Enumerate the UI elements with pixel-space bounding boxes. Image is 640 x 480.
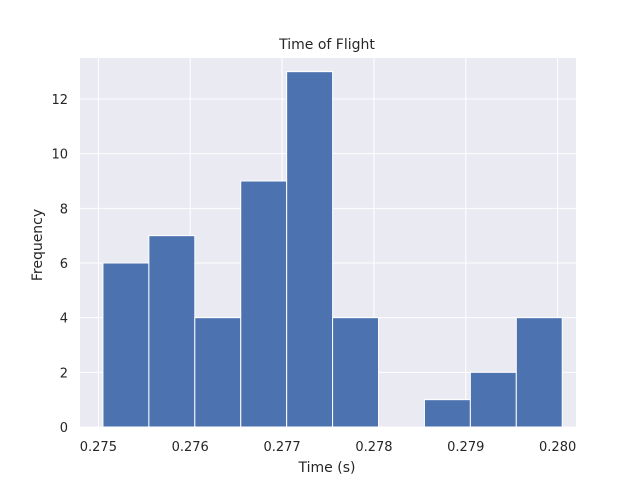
y-axis-label: Frequency [30, 209, 46, 281]
chart-title: Time of Flight [278, 37, 375, 53]
y-tick-label: 0 [60, 421, 68, 436]
histogram-bar [286, 71, 334, 428]
histogram-bar [148, 235, 196, 428]
x-axis-label: Time (s) [298, 460, 356, 476]
histogram-bar [332, 317, 380, 428]
histogram-bar [515, 317, 563, 428]
histogram-bar [240, 180, 288, 428]
y-tick-label: 2 [60, 366, 68, 381]
x-tick-label: 0.275 [80, 440, 117, 455]
y-tick-label: 10 [51, 148, 68, 163]
y-tick-label: 12 [51, 93, 68, 108]
histogram-bar [469, 371, 517, 428]
x-tick-label: 0.276 [172, 440, 209, 455]
histogram-bar [102, 262, 150, 428]
y-tick-label: 8 [60, 202, 68, 217]
y-tick-labels: 0 2 4 6 8 10 12 [51, 93, 68, 436]
x-tick-label: 0.278 [355, 440, 392, 455]
histogram-bar [423, 399, 471, 428]
x-tick-label: 0.277 [263, 440, 300, 455]
y-tick-label: 6 [60, 257, 68, 272]
y-tick-label: 4 [60, 312, 68, 327]
x-tick-label: 0.280 [539, 440, 576, 455]
bars-group [102, 71, 563, 428]
x-tick-label: 0.279 [447, 440, 484, 455]
histogram-bar [194, 317, 242, 428]
x-tick-labels: 0.275 0.276 0.277 0.278 0.279 0.280 [80, 440, 576, 455]
